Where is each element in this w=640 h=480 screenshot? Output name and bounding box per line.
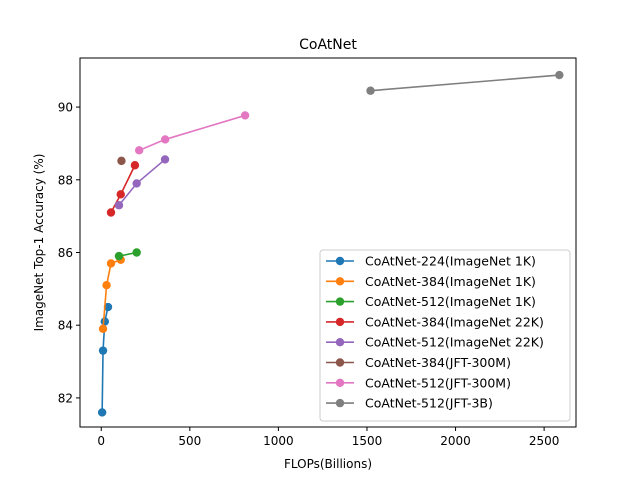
y-tick-label: 90	[58, 101, 73, 115]
series-group	[366, 70, 564, 95]
axes-ticks: 0 500 1000 1500 2000 2500 82 84 86 88 90	[58, 101, 560, 448]
data-point	[98, 346, 108, 355]
legend: CoAtNet-224(ImageNet 1K) CoAtNet-384(Imag…	[319, 249, 571, 422]
series-line	[370, 74, 560, 92]
data-point	[106, 208, 116, 217]
legend-label: CoAtNet-512(ImageNet 1K)	[365, 294, 536, 309]
legend-entry: CoAtNet-512(ImageNet 1K)	[326, 294, 536, 309]
legend-entry: CoAtNet-512(JFT-300M)	[326, 375, 511, 390]
series-group	[114, 248, 141, 261]
data-point	[555, 70, 564, 80]
series-group	[134, 111, 250, 155]
y-tick-label: 84	[58, 319, 73, 333]
data-point	[114, 251, 124, 261]
data-point	[161, 135, 170, 144]
legend-marker	[335, 398, 345, 408]
series-group	[114, 155, 170, 210]
data-point	[106, 259, 116, 268]
data-point	[114, 201, 124, 210]
legend-label: CoAtNet-224(ImageNet 1K)	[365, 254, 536, 269]
legend-entry: CoAtNet-224(ImageNet 1K)	[326, 254, 536, 269]
data-point	[132, 248, 141, 257]
x-tick-label: 2500	[529, 434, 560, 448]
data-point	[130, 161, 140, 170]
legend-box	[319, 249, 571, 422]
legend-marker	[335, 277, 345, 286]
chart-title: CoAtNet	[299, 37, 357, 53]
data-point	[160, 155, 170, 164]
legend-marker	[335, 256, 345, 266]
legend-entry: CoAtNet-512(ImageNet 22K)	[326, 335, 544, 350]
legend-entry: CoAtNet-384(ImageNet 1K)	[326, 274, 536, 289]
legend-label: CoAtNet-384(JFT-300M)	[365, 355, 511, 370]
plot-frame	[79, 57, 577, 428]
data-point	[97, 408, 107, 417]
legend-marker	[335, 358, 345, 367]
x-tick-label: 1000	[263, 434, 294, 448]
x-axis-label: FLOPs(Billions)	[284, 457, 372, 471]
legend-label: CoAtNet-512(JFT-3B)	[365, 396, 493, 411]
x-tick-label: 500	[178, 434, 201, 448]
data-point	[102, 281, 111, 290]
x-tick-label: 2000	[440, 434, 471, 448]
y-axis-label: ImageNet Top-1 Accuracy (%)	[32, 154, 46, 332]
legend-marker	[335, 338, 345, 347]
legend-entry: CoAtNet-384(JFT-300M)	[326, 355, 511, 370]
x-tick-label: 0	[97, 434, 105, 448]
legend-label: CoAtNet-512(ImageNet 22K)	[365, 335, 544, 350]
series-group	[117, 156, 126, 166]
data-point	[132, 179, 141, 188]
data-point	[116, 190, 125, 199]
data-point	[117, 156, 126, 166]
legend-label: CoAtNet-384(ImageNet 1K)	[365, 274, 536, 289]
y-tick-label: 86	[58, 246, 73, 260]
legend-label: CoAtNet-512(JFT-300M)	[365, 375, 511, 390]
legend-marker	[335, 297, 345, 306]
plot-series	[97, 70, 564, 417]
data-point	[103, 302, 113, 312]
data-point	[100, 317, 110, 326]
y-tick-label: 82	[58, 391, 73, 405]
data-point	[134, 146, 144, 155]
legend-marker	[335, 378, 345, 387]
data-point	[240, 111, 250, 120]
series-line	[101, 306, 109, 413]
data-point	[98, 324, 108, 334]
legend-entry: CoAtNet-384(ImageNet 22K)	[326, 314, 544, 329]
legend-marker	[335, 317, 345, 327]
y-tick-label: 88	[58, 173, 73, 187]
legend-entry: CoAtNet-512(JFT-3B)	[326, 396, 493, 411]
series-line	[102, 259, 122, 329]
x-tick-label: 1500	[352, 434, 383, 448]
series-group	[106, 161, 140, 217]
data-point	[366, 86, 375, 95]
legend-label: CoAtNet-384(ImageNet 22K)	[365, 314, 544, 329]
